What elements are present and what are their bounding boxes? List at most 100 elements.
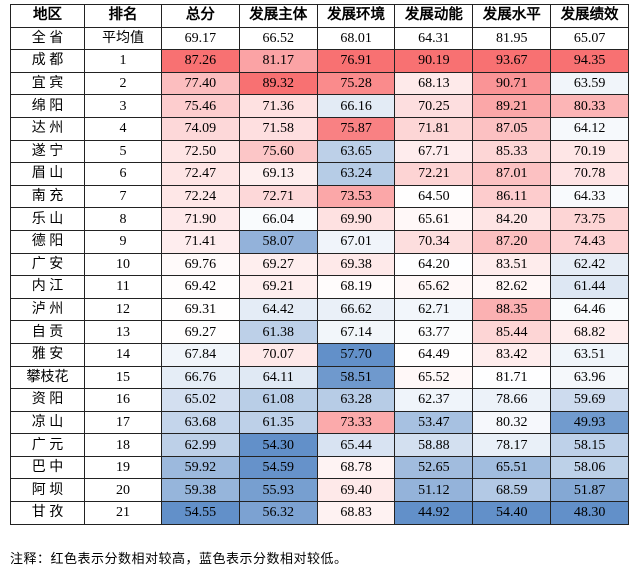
score-cell: 69.90 [316,207,396,231]
region-cell: 广 元 [10,433,85,457]
score-cell: 82.62 [472,275,552,299]
score-cell: 58.15 [550,433,629,457]
score-cell: 71.81 [394,116,474,141]
score-cell: 63.96 [550,365,629,390]
table-row: 乐 山 8 71.90 66.04 69.90 65.61 84.20 73.75 [10,207,629,231]
score-cell: 78.66 [472,388,552,412]
score-cell: 61.38 [238,320,318,344]
table-row: 泸 州 12 69.31 64.42 66.62 62.71 88.35 64.46 [10,297,629,322]
score-cell: 64.46 [550,297,629,322]
score-cell: 80.32 [472,410,552,435]
score-cell: 57.70 [316,342,396,367]
rank-cell: 21 [84,501,162,525]
score-cell: 65.51 [472,455,552,480]
header-cell: 排名 [84,4,162,28]
score-cell: 76.91 [316,49,396,73]
region-cell: 阿 坝 [10,478,85,503]
header-cell: 发展动能 [394,4,474,28]
region-cell: 全 省 [10,26,85,51]
score-cell: 66.16 [316,94,396,118]
score-cell: 68.59 [472,478,552,503]
region-cell: 攀枝花 [10,365,85,390]
score-cell: 65.62 [394,275,474,299]
region-cell: 遂 宁 [10,139,85,164]
score-cell: 64.50 [394,184,474,209]
score-cell: 66.62 [316,297,396,322]
score-cell: 71.36 [238,94,318,118]
region-cell: 眉 山 [10,162,85,186]
score-cell: 61.44 [550,275,629,299]
rank-cell: 14 [84,342,162,367]
score-cell: 69.17 [161,26,240,51]
score-cell: 75.46 [161,94,240,118]
table-row: 阿 坝 20 59.38 55.93 69.40 51.12 68.59 51.87 [10,478,629,503]
score-cell: 72.24 [161,184,240,209]
score-cell: 69.38 [316,252,396,277]
region-cell: 雅 安 [10,342,85,367]
score-cell: 68.19 [316,275,396,299]
score-cell: 67.14 [316,320,396,344]
rank-cell: 5 [84,139,162,164]
score-cell: 54.55 [161,501,240,525]
rank-cell: 3 [84,94,162,118]
score-cell: 65.52 [394,365,474,390]
score-cell: 69.27 [161,320,240,344]
header-cell: 发展绩效 [550,4,629,28]
rank-cell: 8 [84,207,162,231]
score-cell: 87.26 [161,49,240,73]
score-cell: 68.01 [316,26,396,51]
header-cell: 发展水平 [472,4,552,28]
score-cell: 86.11 [472,184,552,209]
table-row: 自 贡 13 69.27 61.38 67.14 63.77 85.44 68.82 [10,320,629,344]
table-row: 遂 宁 5 72.50 75.60 63.65 67.71 85.33 70.19 [10,139,629,164]
score-cell: 66.52 [238,26,318,51]
table-row: 眉 山 6 72.47 69.13 63.24 72.21 87.01 70.78 [10,162,629,186]
score-cell: 85.33 [472,139,552,164]
score-cell: 68.13 [394,71,474,96]
region-cell: 宜 宾 [10,71,85,96]
score-cell: 69.40 [316,478,396,503]
rank-cell: 9 [84,229,162,254]
table-row: 雅 安 14 67.84 70.07 57.70 64.49 83.42 63.51 [10,342,629,367]
score-cell: 64.42 [238,297,318,322]
region-cell: 德 阳 [10,229,85,254]
table-row: 凉 山 17 63.68 61.35 73.33 53.47 80.32 49.93 [10,410,629,435]
table-row: 广 元 18 62.99 54.30 65.44 58.88 78.17 58.15 [10,433,629,457]
region-cell: 广 安 [10,252,85,277]
header-row: 地区 排名 总分 发展主体 发展环境 发展动能 发展水平 发展绩效 [10,4,629,28]
table-row: 绵 阳 3 75.46 71.36 66.16 70.25 89.21 80.33 [10,94,629,118]
score-cell: 81.95 [472,26,552,51]
region-cell: 成 都 [10,49,85,73]
score-cell: 55.93 [238,478,318,503]
score-cell: 89.21 [472,94,552,118]
score-cell: 72.47 [161,162,240,186]
table-row: 巴 中 19 59.92 54.59 68.78 52.65 65.51 58.06 [10,455,629,480]
score-cell: 81.71 [472,365,552,390]
score-cell: 69.13 [238,162,318,186]
score-cell: 70.07 [238,342,318,367]
region-cell: 甘 孜 [10,501,85,525]
score-cell: 75.87 [316,116,396,141]
score-cell: 59.92 [161,455,240,480]
score-cell: 70.34 [394,229,474,254]
table-body: 全 省平均值 69.17 66.52 68.01 64.31 81.95 65.07 成 都 1… [10,26,629,525]
score-cell: 69.31 [161,297,240,322]
table-container: 地区 排名 总分 发展主体 发展环境 发展动能 发展水平 发展绩效 全 省平均值 69.17 66… [10,4,629,525]
score-cell: 74.09 [161,116,240,141]
score-cell: 63.68 [161,410,240,435]
score-cell: 83.42 [472,342,552,367]
table-row: 全 省平均值 69.17 66.52 68.01 64.31 81.95 65.07 [10,26,629,51]
score-cell: 94.35 [550,49,629,73]
score-cell: 62.37 [394,388,474,412]
score-cell: 72.50 [161,139,240,164]
score-cell: 68.82 [550,320,629,344]
region-cell: 乐 山 [10,207,85,231]
table-row: 德 阳 9 71.41 58.07 67.01 70.34 87.20 74.43 [10,229,629,254]
score-cell: 54.40 [472,501,552,525]
score-cell: 93.67 [472,49,552,73]
score-cell: 51.12 [394,478,474,503]
score-cell: 63.28 [316,388,396,412]
score-cell: 67.84 [161,342,240,367]
score-cell: 89.32 [238,71,318,96]
score-cell: 85.44 [472,320,552,344]
